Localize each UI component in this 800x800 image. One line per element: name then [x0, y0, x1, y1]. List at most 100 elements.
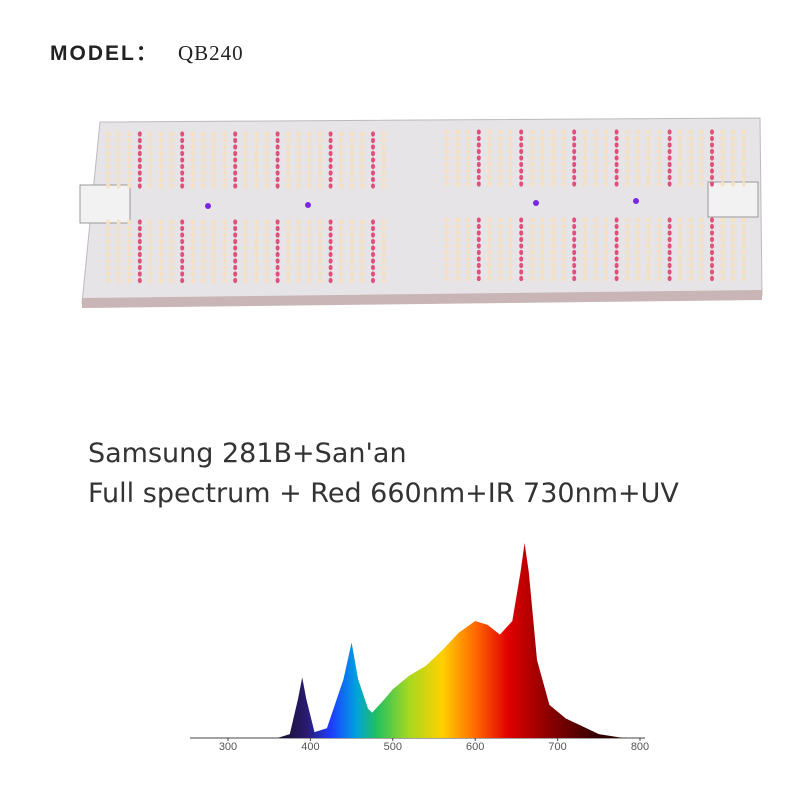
led — [265, 150, 269, 157]
led — [339, 170, 344, 176]
led — [222, 176, 227, 183]
led — [540, 275, 545, 282]
led — [148, 144, 153, 150]
led — [254, 170, 259, 176]
led — [148, 245, 153, 251]
led — [222, 163, 227, 170]
led — [318, 258, 322, 264]
led — [212, 150, 216, 157]
led — [307, 170, 312, 176]
led — [233, 183, 238, 189]
led — [212, 144, 216, 150]
led — [710, 217, 714, 223]
led — [540, 236, 545, 243]
led — [604, 223, 608, 230]
led — [593, 236, 598, 243]
led — [148, 232, 153, 238]
led — [572, 168, 577, 174]
led — [169, 219, 174, 225]
led — [106, 183, 110, 189]
led — [286, 157, 291, 163]
led — [540, 243, 545, 249]
led — [190, 277, 195, 284]
led — [222, 157, 227, 163]
led — [360, 170, 365, 176]
led — [254, 176, 259, 183]
led — [445, 181, 449, 187]
led — [180, 137, 185, 144]
led — [265, 219, 269, 225]
led — [455, 243, 460, 249]
led — [487, 230, 492, 236]
led — [360, 131, 365, 137]
led — [190, 271, 195, 277]
led — [498, 168, 502, 174]
led — [561, 217, 566, 223]
led — [159, 245, 163, 251]
led — [381, 258, 386, 264]
led — [593, 249, 598, 256]
led — [476, 223, 481, 230]
led — [328, 176, 333, 183]
led — [476, 181, 481, 187]
led — [731, 249, 736, 256]
led — [476, 236, 481, 243]
led — [487, 256, 492, 262]
led — [212, 277, 216, 284]
led — [646, 243, 651, 249]
led — [137, 251, 142, 258]
led — [657, 129, 661, 135]
led — [657, 135, 661, 142]
led — [190, 131, 195, 137]
led — [127, 219, 132, 225]
led — [540, 262, 545, 269]
led — [201, 176, 206, 183]
led — [275, 258, 280, 264]
led — [551, 148, 555, 155]
led — [720, 174, 725, 181]
led — [487, 236, 492, 243]
led — [498, 155, 502, 161]
led — [159, 176, 163, 183]
led — [657, 269, 661, 275]
led — [148, 219, 153, 225]
led — [540, 256, 545, 262]
led — [296, 245, 301, 251]
led — [318, 232, 322, 238]
led — [731, 230, 736, 236]
led — [519, 243, 524, 249]
led — [318, 131, 322, 137]
led — [148, 170, 153, 176]
led — [625, 262, 630, 269]
led — [233, 176, 238, 183]
led — [678, 155, 683, 161]
led — [159, 137, 163, 144]
led — [455, 262, 460, 269]
led — [519, 223, 524, 230]
led — [582, 181, 587, 187]
led — [646, 269, 651, 275]
led — [710, 236, 714, 243]
led — [614, 155, 619, 161]
led — [540, 161, 545, 168]
led — [593, 168, 598, 174]
led — [233, 144, 238, 150]
led — [625, 135, 630, 142]
led — [106, 264, 110, 271]
led — [688, 148, 693, 155]
led — [667, 249, 672, 256]
led — [455, 217, 460, 223]
led — [572, 174, 577, 181]
led — [339, 245, 344, 251]
led — [678, 236, 683, 243]
led — [265, 144, 269, 150]
led — [593, 142, 598, 148]
led — [667, 256, 672, 262]
led — [169, 277, 174, 284]
led — [731, 256, 736, 262]
led — [159, 219, 163, 225]
led — [265, 277, 269, 284]
led — [455, 275, 460, 282]
led — [328, 225, 333, 232]
led — [508, 181, 513, 187]
